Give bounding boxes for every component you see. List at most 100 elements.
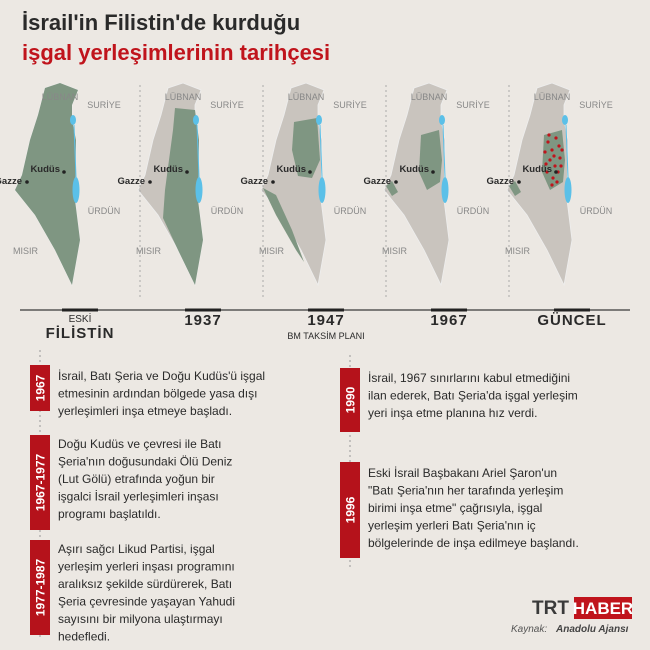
map-label: SURİYE bbox=[579, 100, 613, 110]
event-text: hedefledi. bbox=[58, 630, 110, 644]
jordan-river bbox=[565, 124, 569, 178]
period-label: FİLİSTİN bbox=[46, 325, 115, 342]
event-text: programı başlatıldı. bbox=[58, 507, 161, 521]
logo-box bbox=[574, 597, 632, 619]
map-label: Kudüs bbox=[30, 164, 60, 175]
jordan-river bbox=[319, 124, 323, 178]
settlement-dot bbox=[550, 183, 554, 187]
dead-sea bbox=[441, 177, 449, 203]
map-label: Gazze bbox=[364, 176, 391, 187]
settlement-dot bbox=[552, 154, 556, 158]
year-label: 1990 bbox=[344, 386, 358, 413]
settlement-dot bbox=[546, 140, 550, 144]
year-tab bbox=[340, 368, 360, 432]
map-label: LÜBNAN bbox=[42, 92, 79, 102]
dead-sea bbox=[564, 177, 572, 203]
city-dot bbox=[431, 170, 435, 174]
map-label: MISIR bbox=[13, 246, 39, 256]
lake bbox=[193, 115, 199, 125]
event-text: yeri inşa etme planına hız verdi. bbox=[368, 406, 537, 420]
period-label: GÜNCEL bbox=[537, 312, 606, 329]
year-tab bbox=[340, 462, 360, 558]
settlement-dot bbox=[557, 144, 561, 148]
map-panel: LÜBNAN SURİYE Kudüs Gazze ÜRDÜN MISIR bbox=[118, 82, 244, 287]
city-dot bbox=[62, 170, 66, 174]
event-text: birimi inşa etme" çağrısıyla, işgal bbox=[368, 501, 542, 515]
event-text: işgalci İsrail yerleşimleri inşası bbox=[58, 490, 219, 504]
map-label: LÜBNAN bbox=[165, 92, 202, 102]
settlement-dot bbox=[558, 156, 562, 160]
event-text: İsrail, 1967 sınırlarını kabul etmediğin… bbox=[368, 371, 570, 385]
settlement-dot bbox=[560, 148, 564, 152]
event-text: Şeria'nın doğusundaki Ölü Deniz bbox=[58, 455, 232, 469]
city-dot bbox=[517, 180, 521, 184]
settlement-dot bbox=[551, 176, 555, 180]
logo-haber: HABER bbox=[573, 599, 633, 618]
logo-trt: TRT bbox=[532, 598, 569, 619]
map-label: ÜRDÜN bbox=[211, 206, 244, 216]
event-text: yerleşim yerleri Batı Şeria'nın iç bbox=[368, 519, 536, 533]
year-tab bbox=[30, 365, 50, 411]
period-sub: BM TAKSİM PLANI bbox=[287, 331, 364, 341]
city-dot bbox=[271, 180, 275, 184]
map-label: Gazze bbox=[487, 176, 514, 187]
map-label: Gazze bbox=[118, 176, 145, 187]
event-text: Doğu Kudüs ve çevresi ile Batı bbox=[58, 437, 221, 451]
map-region bbox=[292, 118, 320, 178]
settlement-dot bbox=[553, 164, 557, 168]
map-label: SURİYE bbox=[87, 100, 121, 110]
lake bbox=[316, 115, 322, 125]
source-label: Kaynak: bbox=[511, 624, 547, 635]
period-top: ESKİ bbox=[69, 312, 92, 325]
city-dot bbox=[554, 170, 558, 174]
title-line2: işgal yerleşimlerinin tarihçesi bbox=[22, 40, 330, 65]
settlement-dot bbox=[550, 148, 554, 152]
event-text: Aşırı sağcı Likud Partisi, işgal bbox=[58, 542, 215, 556]
map-region bbox=[386, 181, 398, 196]
dead-sea bbox=[318, 177, 326, 203]
map-label: LÜBNAN bbox=[411, 92, 448, 102]
settlement-dot bbox=[547, 133, 551, 137]
lake bbox=[439, 115, 445, 125]
map-panel: LÜBNAN SURİYE Kudüs Gazze ÜRDÜN MISIR bbox=[0, 82, 121, 287]
map-label: ÜRDÜN bbox=[580, 206, 613, 216]
event-text: Eski İsrail Başbakanı Ariel Şaron'un bbox=[368, 466, 557, 480]
lake bbox=[562, 115, 568, 125]
map-label: Kudüs bbox=[276, 164, 306, 175]
settlement-dot bbox=[555, 180, 559, 184]
map-panel: LÜBNAN SURİYE Kudüs Gazze ÜRDÜN MISIR bbox=[487, 82, 613, 287]
map-label: Kudüs bbox=[522, 164, 552, 175]
year-tab bbox=[30, 540, 50, 635]
settlement-dot bbox=[554, 136, 558, 140]
map-panel: LÜBNAN SURİYE Kudüs Gazze ÜRDÜN MISIR bbox=[364, 82, 490, 287]
map-region bbox=[15, 83, 80, 285]
map-label: LÜBNAN bbox=[288, 92, 325, 102]
event-text: yerleşimleri inşa etmeye başladı. bbox=[58, 404, 232, 418]
event-text: aralıksız şekilde sürdürerek, Batı bbox=[58, 577, 232, 591]
map-label: MISIR bbox=[259, 246, 285, 256]
year-label: 1967-1977 bbox=[34, 453, 48, 511]
map-region bbox=[419, 130, 442, 190]
settlement-dot bbox=[543, 150, 547, 154]
map-label: Gazze bbox=[241, 176, 268, 187]
map-label: ÜRDÜN bbox=[457, 206, 490, 216]
map-label: SURİYE bbox=[210, 100, 244, 110]
map-region bbox=[263, 188, 304, 262]
city-dot bbox=[308, 170, 312, 174]
event-text: İsrail, Batı Şeria ve Doğu Kudüs'ü işgal bbox=[58, 369, 265, 383]
jordan-river bbox=[73, 124, 77, 178]
settlement-dot bbox=[548, 158, 552, 162]
year-label: 1967 bbox=[34, 374, 48, 401]
map-label: ÜRDÜN bbox=[88, 206, 121, 216]
map-label: Kudüs bbox=[153, 164, 183, 175]
city-dot bbox=[394, 180, 398, 184]
lake bbox=[70, 115, 76, 125]
settlement-dot bbox=[545, 170, 549, 174]
map-label: MISIR bbox=[136, 246, 162, 256]
event-text: bölgelerinde de inşa edilmeye başlandı. bbox=[368, 536, 579, 550]
map-label: SURİYE bbox=[456, 100, 490, 110]
map-label: MISIR bbox=[505, 246, 531, 256]
event-text: yerleşim yerleri inşası programını bbox=[58, 560, 235, 574]
